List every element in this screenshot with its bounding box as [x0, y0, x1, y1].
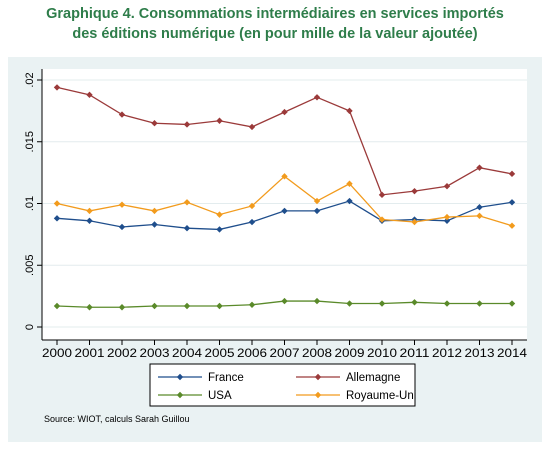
y-tick-label: .005 — [24, 255, 36, 276]
x-tick-label: 2009 — [335, 348, 365, 360]
data-point-allemagne — [248, 123, 256, 131]
x-tick-label: 2000 — [42, 348, 72, 360]
x-tick-label: 2012 — [432, 348, 462, 360]
data-point-royaume-uni — [476, 212, 483, 220]
legend-marker-allemagne — [314, 373, 322, 381]
data-point-royaume-uni — [118, 201, 126, 208]
x-tick-label: 2008 — [302, 348, 332, 360]
legend-label-royaume-uni: Royaume-Uni — [346, 390, 416, 402]
data-point-royaume-uni — [313, 197, 321, 205]
legend-marker-france — [176, 373, 184, 381]
data-point-usa — [313, 297, 321, 305]
legend-label-allemagne: Allemagne — [346, 372, 400, 384]
chart-title-line-2: des éditions numérique (en pour mille de… — [72, 26, 478, 42]
data-point-royaume-uni — [378, 216, 386, 223]
legend-label-usa: USA — [208, 390, 232, 402]
data-point-allemagne — [86, 91, 93, 99]
x-tick-label: 2003 — [140, 348, 170, 360]
x-tick-label: 2005 — [205, 348, 235, 360]
x-tick-label: 2004 — [172, 348, 203, 360]
data-point-usa — [216, 302, 223, 310]
data-point-royaume-uni — [216, 211, 223, 218]
data-point-allemagne — [378, 191, 386, 199]
legend-marker-royaume-uni — [314, 391, 322, 399]
x-tick-label: 2010 — [367, 348, 397, 360]
data-point-usa — [151, 302, 158, 310]
data-point-royaume-uni — [53, 200, 61, 207]
data-point-usa — [443, 300, 451, 307]
data-point-royaume-uni — [248, 202, 256, 210]
data-point-france — [151, 221, 158, 228]
y-tick-label: .01 — [24, 196, 36, 211]
x-tick-label: 2011 — [400, 348, 430, 360]
data-point-usa — [248, 301, 256, 308]
data-point-usa — [508, 300, 516, 307]
data-point-allemagne — [443, 183, 451, 190]
y-tick-label: .02 — [24, 72, 36, 87]
data-point-allemagne — [151, 120, 158, 127]
data-point-royaume-uni — [151, 207, 158, 215]
data-point-france — [281, 207, 288, 215]
data-point-royaume-uni — [411, 218, 418, 226]
data-point-france — [216, 226, 223, 233]
data-point-allemagne — [476, 164, 483, 171]
data-point-france — [118, 223, 126, 231]
data-point-usa — [86, 304, 93, 311]
y-tick-label: .015 — [24, 131, 36, 152]
data-point-france — [476, 204, 483, 211]
data-point-allemagne — [281, 108, 288, 116]
data-point-usa — [476, 300, 483, 307]
x-tick-label: 2006 — [237, 348, 267, 360]
data-point-allemagne — [183, 121, 191, 128]
chart-title-line-1: Graphique 4. Consommations intermédiaire… — [46, 6, 504, 22]
data-point-france — [508, 199, 516, 206]
data-point-royaume-uni — [183, 199, 191, 206]
data-point-usa — [281, 297, 288, 305]
data-point-usa — [378, 300, 386, 307]
data-point-royaume-uni — [443, 213, 451, 221]
data-point-allemagne — [313, 94, 321, 101]
data-point-allemagne — [411, 187, 418, 195]
legend-label-france: France — [208, 372, 244, 384]
data-point-royaume-uni — [508, 222, 516, 229]
data-point-usa — [118, 304, 126, 311]
data-point-allemagne — [53, 84, 61, 91]
data-point-usa — [346, 300, 353, 307]
data-point-france — [313, 207, 321, 215]
data-point-royaume-uni — [86, 207, 93, 215]
data-point-france — [86, 217, 93, 224]
x-tick-label: 2001 — [75, 348, 105, 360]
data-point-france — [183, 225, 191, 232]
source-note: Source: WIOT, calculs Sarah Guillou — [44, 414, 190, 424]
data-point-royaume-uni — [346, 180, 353, 187]
legend — [149, 363, 416, 407]
x-tick-label: 2014 — [497, 348, 528, 360]
chart-title: Graphique 4. Consommations intermédiaire… — [0, 4, 550, 44]
data-point-usa — [183, 302, 191, 310]
data-point-allemagne — [118, 111, 126, 118]
x-tick-label: 2013 — [465, 348, 495, 360]
data-point-france — [53, 215, 61, 222]
data-point-france — [248, 218, 256, 226]
legend-marker-usa — [176, 391, 184, 399]
y-tick-label: 0 — [24, 324, 36, 330]
data-point-allemagne — [346, 107, 353, 115]
x-tick-label: 2007 — [270, 348, 300, 360]
data-point-usa — [411, 299, 418, 306]
data-point-usa — [53, 302, 61, 310]
data-point-allemagne — [216, 117, 223, 124]
data-point-royaume-uni — [281, 173, 288, 180]
data-point-allemagne — [508, 170, 516, 178]
data-point-france — [346, 197, 353, 205]
data-point-france — [443, 217, 451, 224]
x-tick-label: 2002 — [107, 348, 137, 360]
